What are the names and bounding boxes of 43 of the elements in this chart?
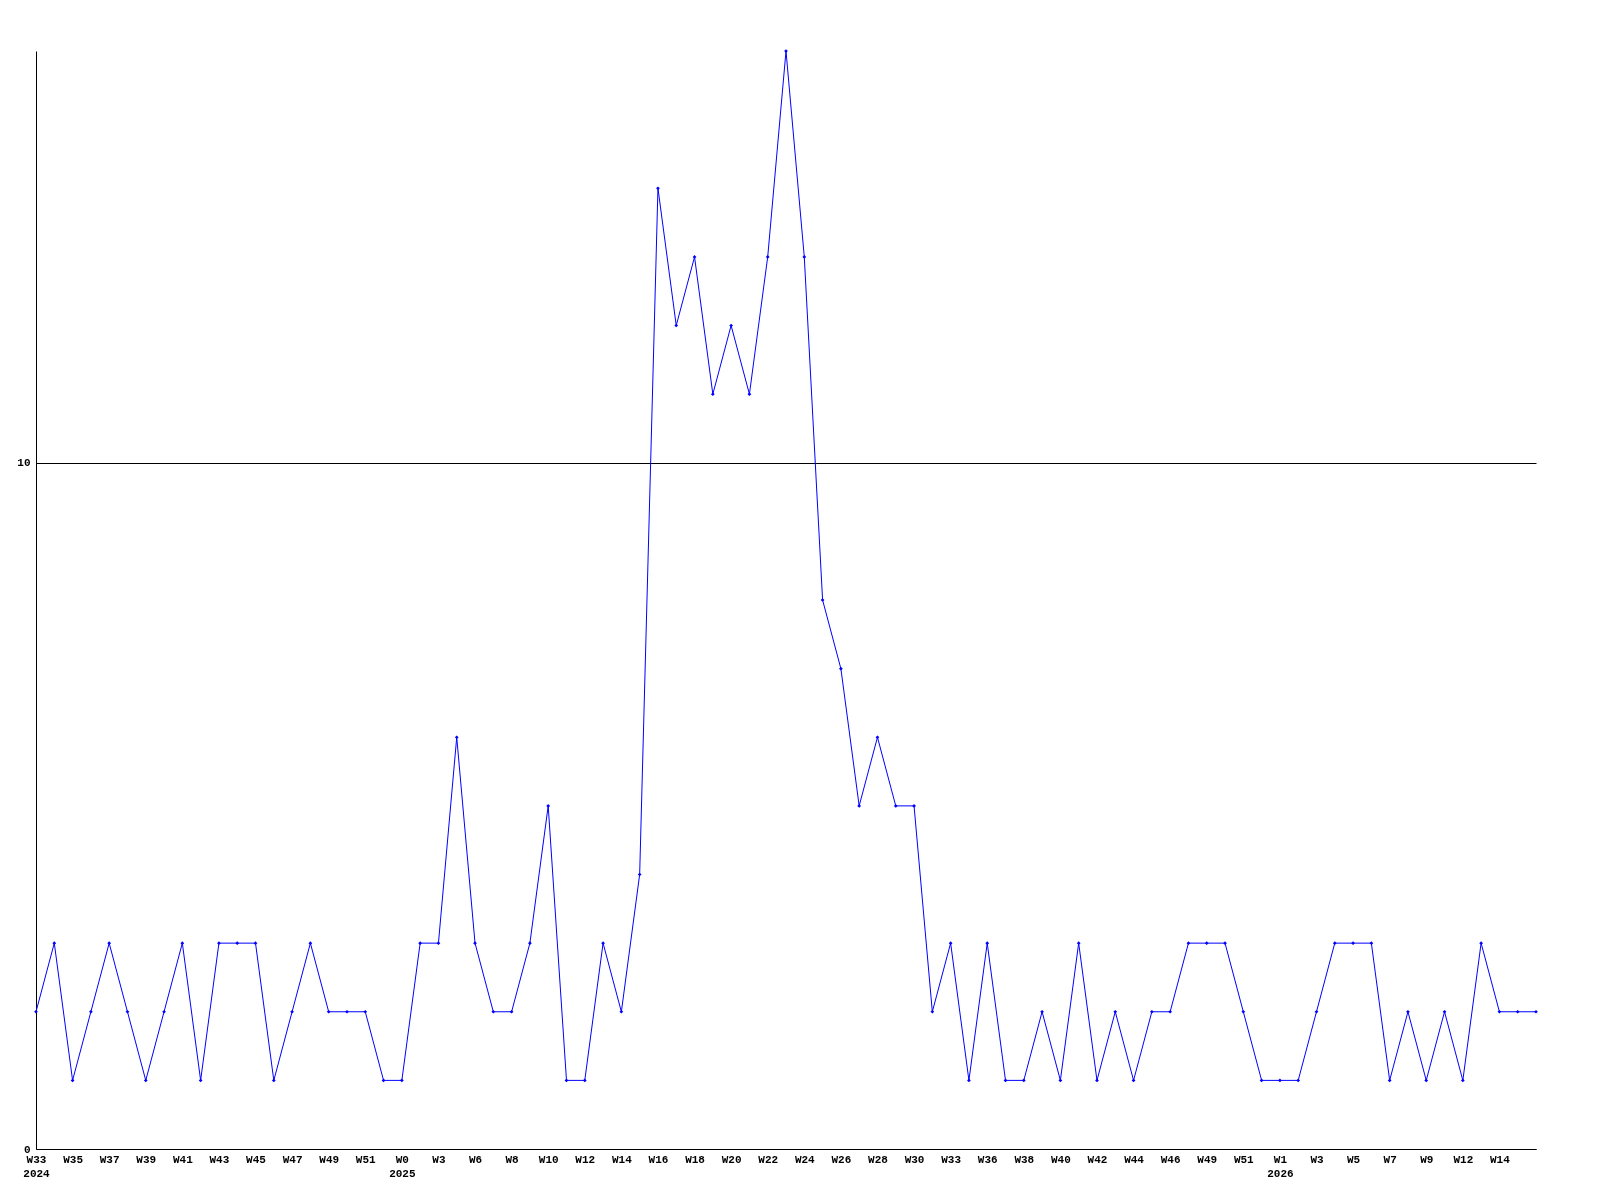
x-tick-label: W38 <box>1014 1153 1035 1166</box>
x-tick-label: W12 <box>1453 1153 1474 1166</box>
x-tick-label: W37 <box>99 1153 120 1166</box>
x-tick-label: W10 <box>538 1153 559 1166</box>
x-tick-label: W51 <box>1233 1153 1255 1166</box>
x-tick-label: W36 <box>977 1153 998 1166</box>
x-tick-label: W18 <box>685 1153 706 1166</box>
x-tick-label: W7 <box>1383 1153 1397 1166</box>
x-tick-label: W30 <box>904 1153 925 1166</box>
x-tick-label: W28 <box>868 1153 889 1166</box>
x-tick-label: W33 2024 <box>23 1153 51 1180</box>
x-tick-label: W41 <box>172 1153 194 1166</box>
x-tick-label: W6 <box>468 1153 483 1166</box>
x-tick-label: W47 <box>282 1153 303 1166</box>
x-tick-label: W24 <box>794 1153 816 1166</box>
x-tick-label: W44 <box>1124 1153 1145 1166</box>
x-tick-label: W26 <box>831 1153 852 1166</box>
x-tick-label: W1 2026 <box>1267 1153 1294 1180</box>
x-tick-label: W35 <box>63 1153 84 1166</box>
x-tick-label: W42 <box>1087 1153 1108 1166</box>
x-tick-label: W3 <box>1310 1153 1324 1166</box>
x-tick-label: W49 <box>1197 1153 1218 1166</box>
x-tick-label: W33 <box>941 1153 962 1166</box>
x-tick-label: W5 <box>1346 1153 1361 1166</box>
x-tick-label: W14 <box>611 1153 633 1166</box>
x-tick-label: W39 <box>136 1153 157 1166</box>
y-tick-label: 10 <box>17 457 31 470</box>
x-tick-label: W22 <box>758 1153 779 1166</box>
x-tick-label: W43 <box>209 1153 230 1166</box>
x-tick-label: W16 <box>648 1153 669 1166</box>
y-tick-label: 0 <box>23 1143 31 1156</box>
x-tick-label: W3 <box>432 1153 446 1166</box>
x-tick-label: W8 <box>505 1153 520 1166</box>
x-tick-label: W45 <box>246 1153 267 1166</box>
x-tick-label: W49 <box>319 1153 340 1166</box>
x-tick-label: W40 <box>1050 1153 1071 1166</box>
x-tick-label: W9 <box>1420 1153 1434 1166</box>
x-tick-label: W51 <box>355 1153 377 1166</box>
x-tick-label: W46 <box>1160 1153 1181 1166</box>
x-tick-label: W20 <box>721 1153 742 1166</box>
x-tick-label: W14 <box>1490 1153 1511 1166</box>
x-tick-label: W12 <box>575 1153 596 1166</box>
x-tick-label: W0 2025 <box>389 1153 416 1180</box>
